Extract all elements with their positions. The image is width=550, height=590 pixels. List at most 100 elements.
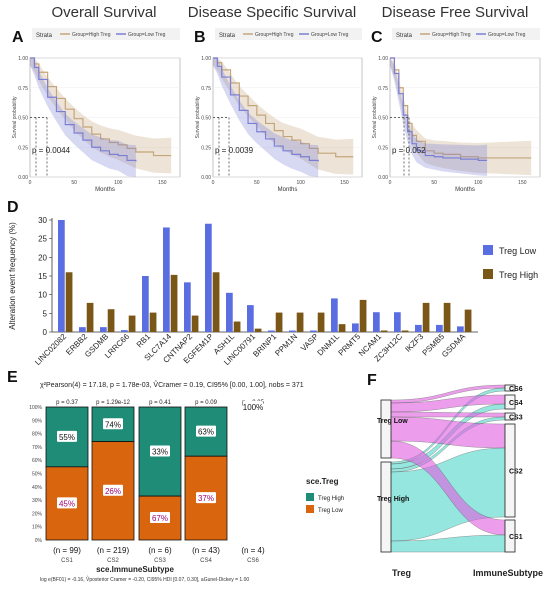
sankey-left-node-label: Treg High <box>377 496 409 503</box>
mosaic-category-label: CS1 <box>61 558 73 564</box>
bar-treg-high <box>422 302 430 332</box>
bar-treg-high <box>65 272 73 332</box>
mosaic-x-label: sce.ImmuneSubtype <box>96 565 174 574</box>
km-legend-label-high: Group=High Treg <box>72 32 111 38</box>
bar-category-label: RB1 <box>135 332 153 350</box>
bar-treg-high <box>149 312 157 332</box>
km-y-tick-label: 0.25 <box>18 145 28 151</box>
km-y-tick-label: 1.00 <box>378 56 388 62</box>
km-x-axis-label: Months <box>278 187 298 193</box>
bar-legend-swatch <box>483 269 493 279</box>
panel-label-d: D <box>7 199 19 216</box>
km-survival-curve <box>390 57 488 161</box>
km-x-axis-label: Months <box>95 187 115 193</box>
bar-treg-high <box>359 299 367 332</box>
bar-treg-high <box>191 315 199 332</box>
mosaic-n-label: (n = 219) <box>97 546 130 555</box>
mosaic-label-high: 55% <box>59 433 75 442</box>
bar-treg-high <box>401 330 409 332</box>
mosaic-label-box <box>196 425 216 437</box>
km-ci-band <box>213 58 319 177</box>
title-disease-specific-survival: Disease Specific Survival <box>188 4 356 21</box>
sankey-right-node <box>504 423 516 518</box>
bar-treg-low <box>163 227 170 332</box>
mosaic-label-low: 37% <box>198 494 214 503</box>
bar-treg-low <box>352 323 359 332</box>
stats-line: χ²Pearson(4) = 17.18, p = 1.78e-03, V̂Cr… <box>40 381 304 389</box>
km-y-tick-label: 0.25 <box>378 145 388 151</box>
sankey-right-node <box>504 519 516 553</box>
bar-y-tick-label: 5 <box>43 309 48 318</box>
km-y-tick-label: 0.75 <box>201 86 211 92</box>
km-plot-disease-free-survival: 1.00 0.75 0.50 0.25 0.000 50 100 150 Months Survi… <box>372 28 541 193</box>
bar-treg-high <box>317 312 325 332</box>
mosaic-y-tick-label: 0% <box>35 538 43 544</box>
bar-y-tick-label: 10 <box>38 291 47 300</box>
mosaic-y-tick-label: 90% <box>32 418 43 424</box>
bar-treg-low <box>436 324 443 332</box>
km-y-axis-label: Survival probability <box>12 96 18 138</box>
bar-treg-high <box>275 312 283 332</box>
bar-treg-high <box>128 315 136 332</box>
bar-treg-low <box>415 324 422 332</box>
sankey-right-axis-label: ImmuneSubtype <box>473 568 543 578</box>
mosaic-label-box <box>150 445 170 457</box>
bar-treg-high <box>86 302 94 332</box>
mosaic-category-label: CS4 <box>200 558 212 564</box>
alteration-bar-chart: 0 5 10 15 20 25 30 Alteration event frequency (… <box>8 216 538 367</box>
km-y-tick-label: 1.00 <box>18 56 28 62</box>
bar-treg-low <box>247 305 254 332</box>
bayes-line: log e(BF01) = -0.16, V̂posterior Cramer … <box>40 576 249 583</box>
sankey-flow <box>390 411 506 418</box>
bar-treg-high <box>296 312 304 332</box>
mosaic-p-value: p = 1.29e-12 <box>96 400 131 406</box>
bar-treg-high <box>380 330 388 332</box>
km-x-tick-label: 100 <box>114 180 123 186</box>
mosaic-n-label: (n = 43) <box>192 546 220 555</box>
bar-treg-low <box>373 312 380 332</box>
mosaic-label-box <box>243 401 263 412</box>
legend-swatch-treg-low <box>306 505 314 513</box>
bar-treg-low <box>457 326 464 332</box>
km-legend-label-low: Group=Low Treg <box>311 32 349 38</box>
km-ci-band <box>30 58 136 177</box>
mosaic-label-high: 100% <box>243 403 263 412</box>
mosaic-n-label: (n = 4) <box>241 546 265 555</box>
bar-treg-low <box>142 276 149 332</box>
bar-category-label: LINC02082 <box>33 332 68 367</box>
legend-swatch-treg-high <box>306 493 314 501</box>
km-survival-curve <box>213 57 354 158</box>
km-x-tick-label: 150 <box>340 180 349 186</box>
bar-treg-low <box>289 330 296 332</box>
mosaic-y-tick-label: 30% <box>32 498 43 504</box>
mosaic-y-tick-label: 100% <box>29 405 42 411</box>
mosaic-label-box <box>103 484 123 496</box>
sankey-right-node-label: CS3 <box>509 415 523 422</box>
sankey-right-node-label: CS1 <box>509 534 523 541</box>
km-survival-curve <box>30 57 172 157</box>
mosaic-n-label: (n = 99) <box>53 546 81 555</box>
sankey-diagram: Treg Low Treg High CS6 CS4 CS3 CS2 CS1 <box>377 384 523 553</box>
km-y-tick-label: 0.75 <box>378 86 388 92</box>
mosaic-label-box <box>57 430 77 442</box>
km-x-tick-label: 0 <box>212 180 215 186</box>
km-legend-title: Strata <box>219 33 236 39</box>
mosaic-category-label: CS2 <box>107 558 119 564</box>
km-y-tick-label: 1.00 <box>201 56 211 62</box>
bar-treg-low <box>226 292 233 332</box>
km-y-axis-label: Survival probability <box>195 96 201 138</box>
mosaic-label-box <box>57 497 77 509</box>
sankey-left-node <box>380 461 392 553</box>
bar-treg-high <box>107 309 115 332</box>
sankey-right-node-label: CS2 <box>509 469 523 476</box>
km-legend-label-high: Group=High Treg <box>432 32 471 38</box>
km-y-axis-label: Survival probability <box>372 96 378 138</box>
bar-treg-low <box>100 327 107 332</box>
bar-y-tick-label: 15 <box>38 272 47 281</box>
sankey-left-axis-label: Treg <box>392 568 411 578</box>
km-x-tick-label: 150 <box>158 180 167 186</box>
km-legend-box <box>215 28 362 40</box>
bar-treg-high <box>338 324 346 332</box>
mosaic-n-label: (n = 6) <box>148 546 172 555</box>
